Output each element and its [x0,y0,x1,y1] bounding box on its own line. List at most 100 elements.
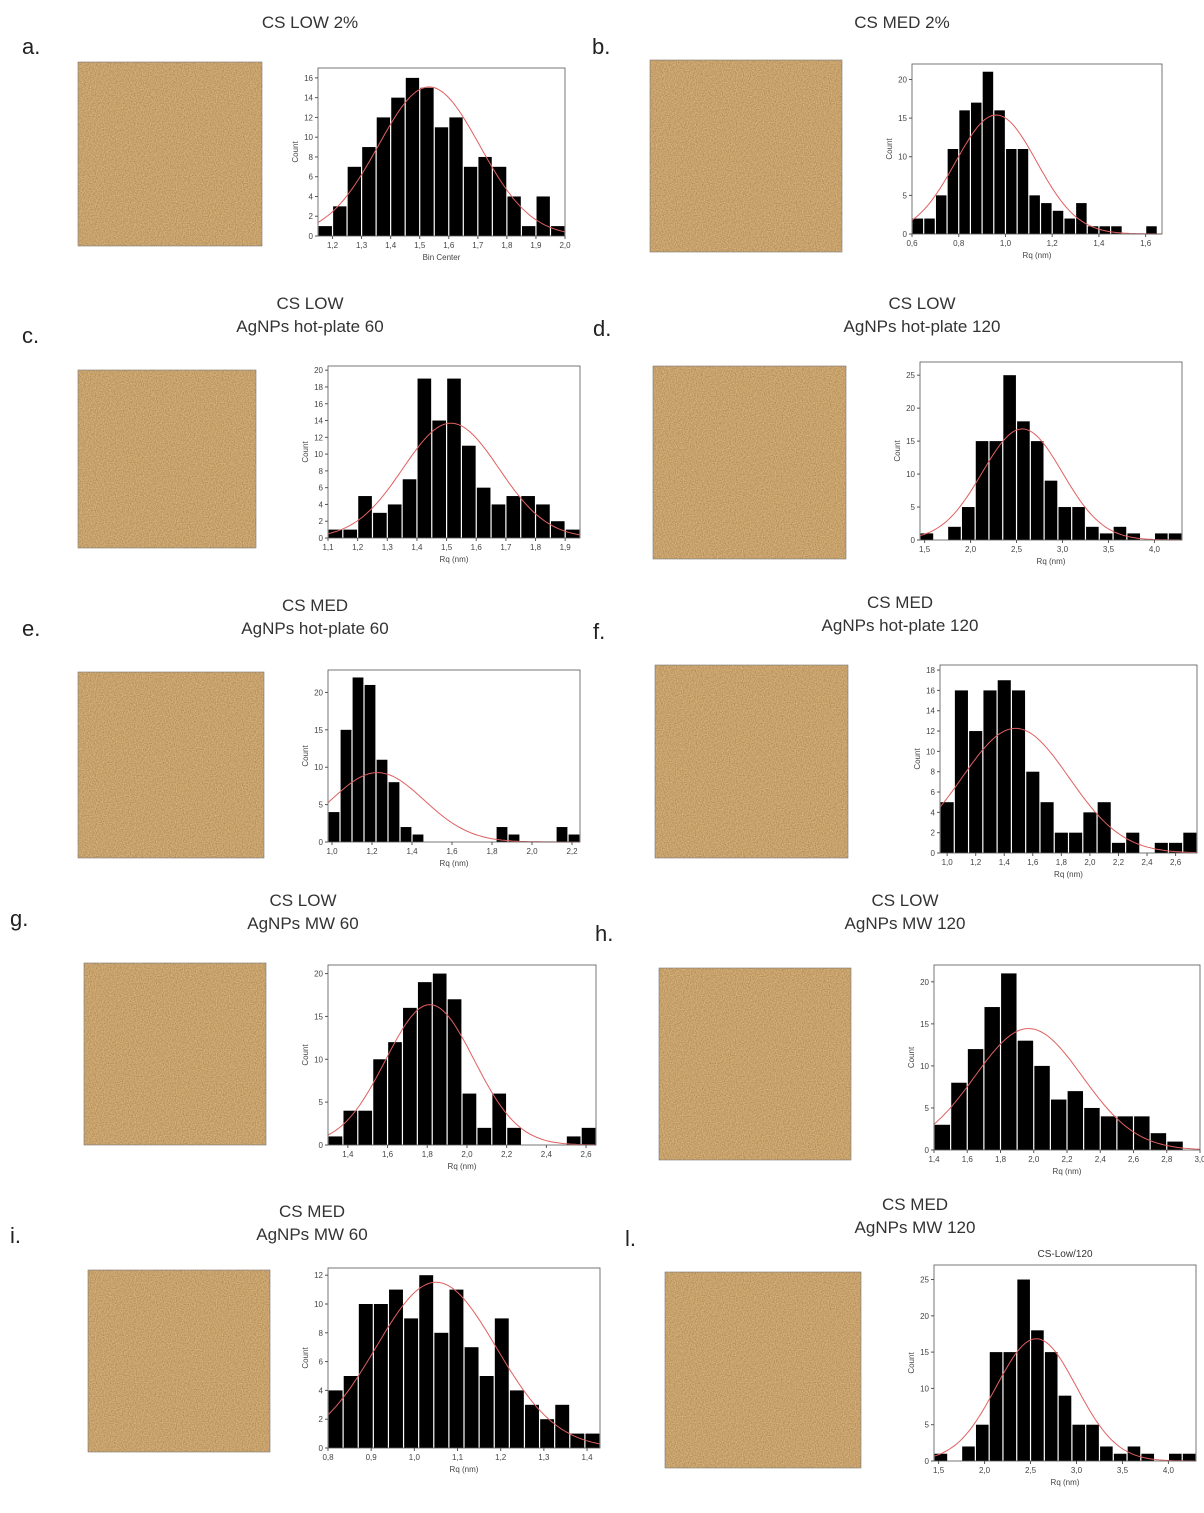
plot-frame [939,664,1198,854]
y-tick-label: 20 [314,366,323,375]
bar [373,512,387,538]
bar [405,77,420,236]
x-tick-label: 1,1 [452,1453,464,1462]
x-tick-label: 1,4 [1093,239,1105,248]
bar [984,1007,1000,1150]
y-axis-label: Count [301,745,310,767]
bar [419,1275,434,1448]
x-axis-label: Rq (nm) [440,859,469,868]
bar [1083,812,1097,853]
bar [402,479,417,538]
bar [376,759,388,842]
x-tick-label: 1,0 [326,847,338,856]
bar [477,1127,492,1145]
y-axis-label: Count [291,141,300,163]
bar [464,1347,479,1448]
bar [1169,842,1183,853]
bar [389,1289,403,1448]
bar [975,441,989,540]
y-tick-label: 10 [304,133,313,142]
x-tick-label: 1,1 [322,543,334,552]
x-tick-label: 1,6 [471,543,483,552]
bar [1141,1453,1155,1461]
y-tick-label: 20 [314,970,323,979]
bar [449,1289,464,1448]
bar [522,226,536,236]
y-tick-label: 0 [319,1444,324,1453]
y-tick-label: 6 [319,484,324,493]
bar [1072,1424,1086,1461]
bar [364,684,376,842]
bar [962,1446,975,1461]
bar [585,1433,600,1448]
bar [1054,832,1068,853]
bar [509,1390,524,1448]
bar [1150,1133,1167,1150]
afm-frame [664,1271,862,1469]
y-tick-label: 0 [925,1457,930,1466]
x-tick-label: 1,0 [1000,239,1012,248]
x-tick-label: 4,0 [1149,545,1161,554]
bar [478,156,492,236]
bar [920,533,934,540]
x-tick-label: 2,4 [541,1150,553,1159]
bar [550,521,565,538]
bar [997,680,1011,853]
y-tick-label: 15 [920,1348,929,1357]
bar [358,1110,373,1145]
afm-image [84,963,266,1145]
bar [1111,226,1122,234]
x-tick-label: 2,5 [1011,545,1023,554]
x-tick-label: 2,0 [979,1466,991,1475]
afm-image [88,1270,270,1452]
x-tick-label: 1,8 [501,241,513,250]
x-axis-label: Rq (nm) [1053,1167,1082,1176]
bar [1155,533,1168,540]
y-tick-label: 16 [926,686,935,695]
y-axis-label: Count [301,1347,310,1369]
bar [1001,973,1017,1150]
y-tick-label: 5 [925,1104,930,1113]
plot-frame [919,361,1183,541]
bar [1003,1352,1017,1461]
y-tick-label: 20 [920,1312,929,1321]
bar [1044,480,1058,540]
bar [506,496,521,538]
x-tick-label: 0,6 [906,239,918,248]
bar [492,1093,507,1145]
fit-curve [317,86,566,233]
x-tick-label: 1,8 [530,543,542,552]
bar [347,166,361,236]
bar [358,1304,373,1448]
x-tick-label: 1,9 [560,543,572,552]
bar [1086,1424,1099,1461]
bar [388,1042,402,1145]
bar [1069,832,1083,853]
y-tick-label: 8 [319,1329,324,1338]
y-axis-label: Count [893,440,902,462]
bar [420,87,434,236]
bar [404,1318,419,1448]
panel-label: e. [22,616,40,641]
bar [387,504,402,538]
bar [1127,533,1141,540]
y-tick-label: 25 [906,371,915,380]
bar [508,834,520,842]
bar [447,999,462,1145]
bar [400,827,412,842]
bar [1011,690,1026,853]
bar [434,1332,449,1448]
bar [479,1376,494,1448]
panel-title: CS LOW [269,891,336,910]
y-tick-label: 12 [314,1271,323,1280]
bar [540,1419,555,1448]
bar [373,1059,387,1145]
plot-frame [327,1267,601,1449]
bar [1041,203,1052,234]
y-tick-label: 10 [920,1062,929,1071]
panel-label: c. [22,323,39,348]
plot-title: CS-Low/120 [1037,1249,1092,1260]
x-axis-label: Rq (nm) [448,1162,477,1171]
bar [1006,149,1017,234]
